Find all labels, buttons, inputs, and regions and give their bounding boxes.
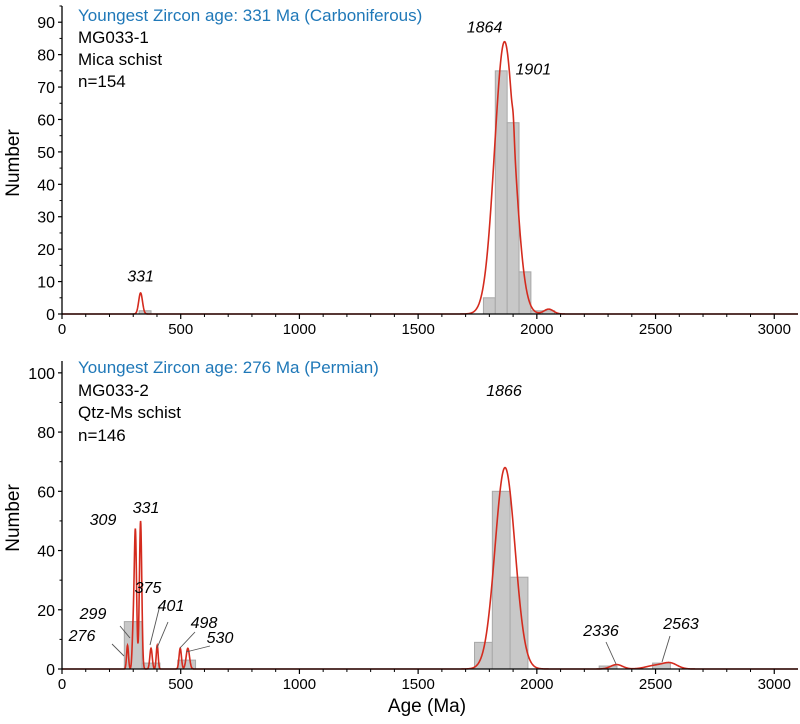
histogram-bar bbox=[482, 297, 496, 315]
peak-label: 401 bbox=[158, 598, 185, 615]
y-tick-label: 80 bbox=[37, 48, 55, 65]
y-tick-label: 50 bbox=[37, 145, 55, 162]
peak-label: 331 bbox=[127, 268, 154, 285]
leader-line bbox=[661, 635, 671, 663]
leader-line bbox=[605, 641, 617, 665]
peak-label: 309 bbox=[90, 512, 117, 529]
leader-line bbox=[149, 604, 161, 646]
bottom-sample-count: n=146 bbox=[78, 426, 126, 445]
kde-curve bbox=[62, 466, 798, 670]
peak-label: 498 bbox=[191, 615, 218, 632]
bottom-kde-curve-group bbox=[62, 466, 798, 670]
top-kde-curve-group bbox=[62, 40, 798, 315]
x-tick-label: 500 bbox=[168, 321, 193, 338]
x-tick-label: 2500 bbox=[639, 676, 672, 693]
leader-line bbox=[119, 625, 131, 639]
bottom-title: Youngest Zircon age: 276 Ma (Permian) bbox=[78, 358, 379, 377]
histogram-bar bbox=[491, 490, 511, 670]
y-tick-label: 60 bbox=[37, 112, 55, 129]
peak-label: 2563 bbox=[662, 616, 699, 633]
x-tick-label: 1500 bbox=[401, 321, 434, 338]
y-tick-label: 100 bbox=[28, 366, 55, 383]
y-tick-label: 90 bbox=[37, 15, 55, 32]
x-tick-label: 1000 bbox=[283, 321, 316, 338]
peak-label: 375 bbox=[135, 580, 162, 597]
leader-line bbox=[111, 643, 125, 657]
top-y-axis-label: Number bbox=[3, 129, 24, 197]
bottom-y-axis-label: Number bbox=[3, 484, 24, 552]
x-tick-label: 3000 bbox=[758, 321, 791, 338]
x-tick-label: 2000 bbox=[520, 676, 553, 693]
peak-label: 1901 bbox=[516, 62, 552, 79]
top-sample-id: MG033-1 bbox=[78, 28, 149, 47]
x-tick-label: 1000 bbox=[283, 676, 316, 693]
leader-line bbox=[185, 645, 211, 653]
peak-label: 530 bbox=[207, 630, 234, 647]
peak-label: 299 bbox=[79, 606, 107, 623]
y-tick-label: 20 bbox=[37, 603, 55, 620]
y-tick-label: 0 bbox=[46, 307, 55, 324]
peak-label: 1866 bbox=[486, 383, 522, 400]
y-tick-label: 40 bbox=[37, 544, 55, 561]
y-tick-label: 40 bbox=[37, 177, 55, 194]
histogram-bar bbox=[506, 122, 520, 315]
peak-label: 2336 bbox=[582, 623, 619, 640]
top-sample-count: n=154 bbox=[78, 72, 126, 91]
top-rock-type: Mica schist bbox=[78, 50, 162, 69]
top-axes: 0 10 20 30 40 50 60 70 80 90 0 500 1000 1500 2000 2500 3… bbox=[37, 5, 798, 338]
x-tick-label: 0 bbox=[58, 676, 66, 693]
x-tick-label: 2000 bbox=[520, 321, 553, 338]
y-tick-label: 10 bbox=[37, 275, 55, 292]
x-tick-label: 1500 bbox=[401, 676, 434, 693]
leader-line bbox=[179, 631, 196, 649]
leader-line bbox=[156, 621, 169, 649]
peak-label: 331 bbox=[133, 500, 160, 517]
peak-label: 276 bbox=[68, 628, 96, 645]
y-tick-label: 60 bbox=[37, 484, 55, 501]
x-tick-label: 2500 bbox=[639, 321, 672, 338]
x-tick-label: 500 bbox=[168, 676, 193, 693]
x-axis-label: Age (Ma) bbox=[388, 696, 466, 717]
top-panel: 0 10 20 30 40 50 60 70 80 90 0 500 1000 1500 2000 2500 3… bbox=[3, 5, 798, 338]
y-tick-label: 20 bbox=[37, 242, 55, 259]
peak-label: 1864 bbox=[467, 19, 503, 36]
bottom-leader-lines bbox=[111, 604, 671, 665]
y-tick-label: 70 bbox=[37, 80, 55, 97]
y-tick-label: 0 bbox=[46, 662, 55, 679]
y-tick-label: 80 bbox=[37, 425, 55, 442]
bottom-sample-id: MG033-2 bbox=[78, 381, 149, 400]
bottom-rock-type: Qtz-Ms schist bbox=[78, 403, 181, 422]
histogram-bar bbox=[177, 659, 197, 670]
x-tick-label: 3000 bbox=[758, 676, 791, 693]
y-tick-label: 30 bbox=[37, 210, 55, 227]
top-peak-labels: 331 1864 1901 bbox=[127, 19, 551, 285]
top-title: Youngest Zircon age: 331 Ma (Carbonifero… bbox=[78, 6, 422, 25]
kde-curve bbox=[62, 40, 798, 315]
x-tick-label: 0 bbox=[58, 321, 66, 338]
